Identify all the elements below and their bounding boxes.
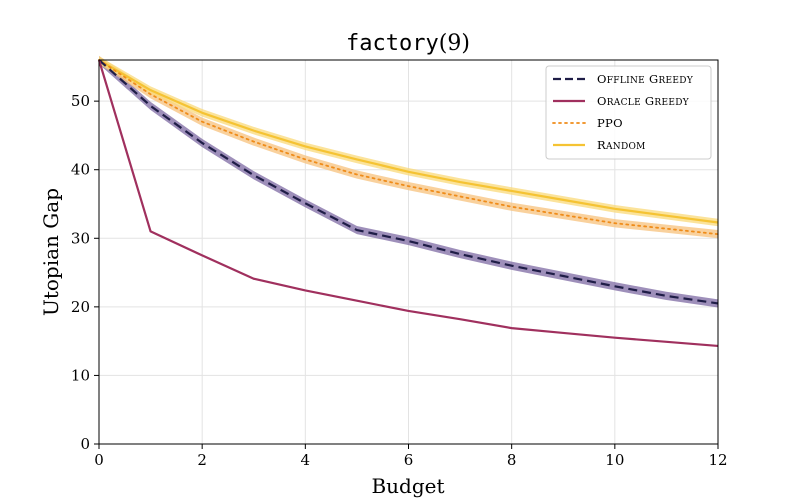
series-line-oracle-greedy <box>97 59 719 348</box>
y-tick-label: 10 <box>71 366 90 384</box>
series-line-random <box>98 59 719 224</box>
legend-label: PPO <box>597 116 623 130</box>
x-tick-label: 8 <box>507 451 517 469</box>
x-tick-label: 10 <box>605 451 624 469</box>
y-tick-label: 20 <box>71 298 90 316</box>
y-tick-label: 40 <box>71 161 90 179</box>
legend-label: RANDOM <box>597 138 646 152</box>
x-tick-label: 2 <box>197 451 207 469</box>
ticks: 0 2 4 6 8 10 12 0 10 20 30 40 50 <box>71 92 728 469</box>
legend-label: OFFLINE GREEDY <box>597 72 694 86</box>
series-line-offline-greedy <box>98 59 719 305</box>
series-line-ppo <box>98 59 719 236</box>
x-tick-label: 0 <box>94 451 104 469</box>
y-tick-label: 0 <box>80 435 90 453</box>
legend: OFFLINE GREEDY ORACLE GREEDY PPO RANDOM <box>545 65 712 160</box>
y-axis-label: Utopian Gap <box>39 188 63 316</box>
legend-label: ORACLE GREEDY <box>597 94 690 108</box>
chart-title-argument: (9) <box>439 31 470 56</box>
chart-title: factory(9) <box>346 31 470 56</box>
chart-title-function: factory <box>346 31 439 56</box>
y-tick-label: 50 <box>71 92 90 110</box>
y-tick-label: 30 <box>71 229 90 247</box>
x-tick-label: 6 <box>404 451 414 469</box>
legend-frame <box>545 65 712 160</box>
x-tick-label: 12 <box>708 451 727 469</box>
x-tick-label: 4 <box>301 451 311 469</box>
x-axis-label: Budget <box>371 474 444 498</box>
series-layer <box>97 55 719 348</box>
